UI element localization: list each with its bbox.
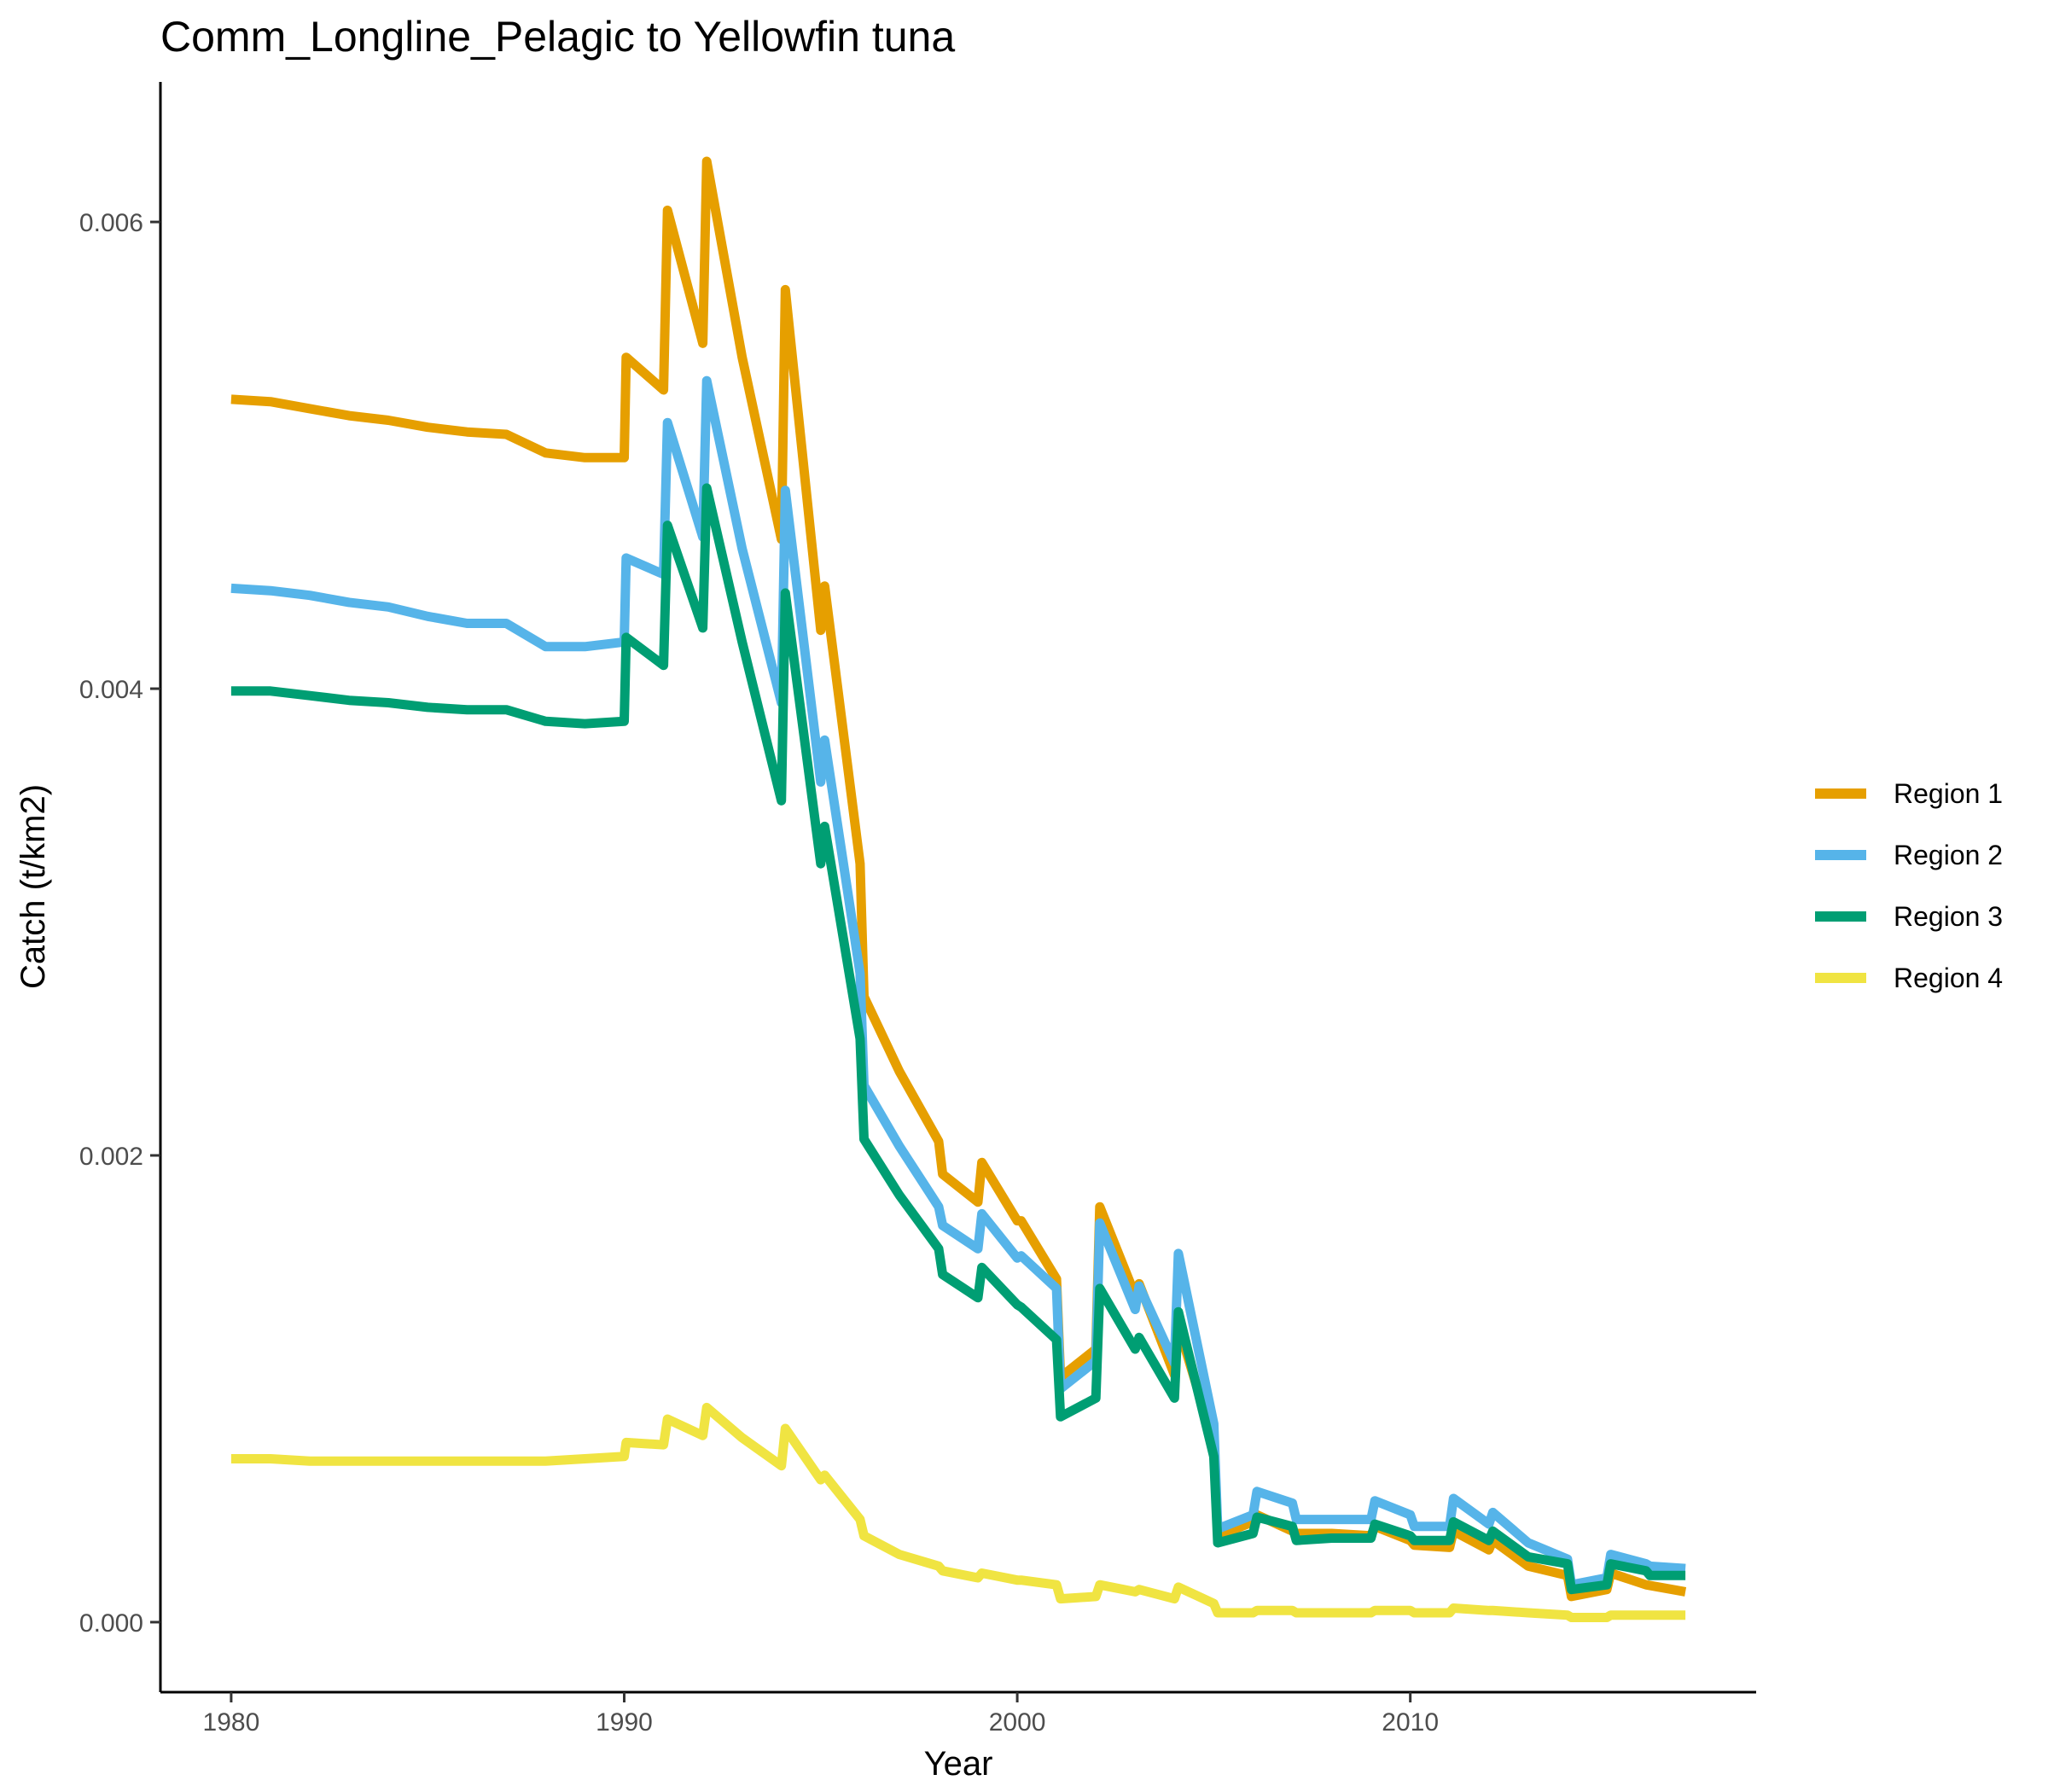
x-axis-title: Year — [924, 1745, 993, 1783]
x-tick-label: 2000 — [989, 1708, 1046, 1737]
x-tick-label: 2010 — [1382, 1708, 1439, 1737]
y-tick-label: 0.006 — [79, 209, 143, 237]
series-line-region-3 — [230, 483, 1686, 1595]
y-tick-label: 0.004 — [79, 676, 143, 704]
legend-label-region-2: Region 2 — [1894, 840, 2003, 870]
x-tick-label: 1990 — [596, 1708, 653, 1737]
y-tick-label: 0.002 — [79, 1143, 143, 1171]
series-line-region-4 — [230, 1402, 1686, 1622]
y-axis-title: Catch (t/km2) — [15, 784, 52, 989]
plot-series — [230, 156, 1687, 1622]
legend-label-region-1: Region 1 — [1894, 778, 2003, 809]
y-tick-label: 0.000 — [79, 1609, 143, 1638]
legend-label-region-3: Region 3 — [1894, 901, 2003, 932]
x-tick-label: 1980 — [203, 1708, 260, 1737]
y-axis-ticks: 0.000 0.002 0.004 0.006 — [79, 209, 160, 1638]
legend: Region 1 Region 2 Region 3 Region 4 — [1815, 778, 2003, 993]
x-axis-ticks: 1980 1990 2000 2010 — [203, 1692, 1439, 1737]
chart-title: Comm_Longline_Pelagic to Yellowfin tuna — [160, 13, 955, 61]
legend-label-region-4: Region 4 — [1894, 963, 2003, 993]
